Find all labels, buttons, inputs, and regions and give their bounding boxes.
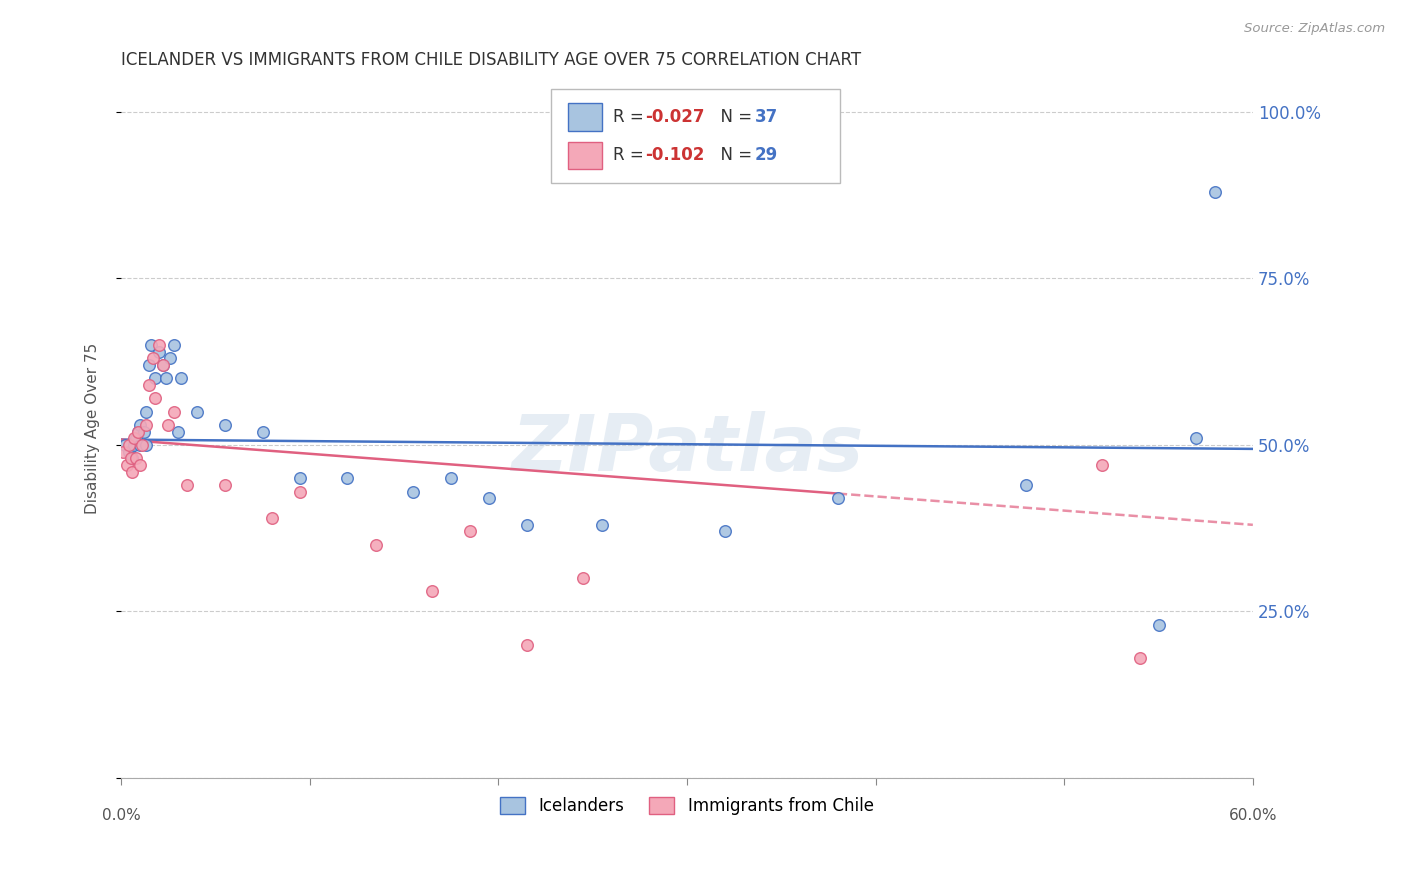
Point [458,524,481,539]
Point [111,444,134,458]
Point [364,538,387,552]
Point [124,431,146,445]
Point [1015,478,1038,492]
Point [132,425,155,439]
Point [127,425,149,439]
Text: ICELANDER VS IMMIGRANTS FROM CHILE DISABILITY AGE OVER 75 CORRELATION CHART: ICELANDER VS IMMIGRANTS FROM CHILE DISAB… [121,51,862,69]
Point [516,517,538,532]
Point [125,431,148,445]
Point [148,344,170,359]
Point [478,491,501,506]
Point [118,438,141,452]
Point [214,478,236,492]
Point [591,517,613,532]
Text: 0.0%: 0.0% [101,808,141,823]
Point [121,465,143,479]
Point [138,378,160,392]
Point [118,444,141,458]
Text: ZIPatlas: ZIPatlas [510,411,863,487]
Text: N =: N = [710,108,756,126]
Point [159,351,181,366]
Point [155,371,177,385]
Point [125,451,148,466]
Point [148,338,170,352]
Point [1091,458,1114,472]
Point [260,511,283,525]
Point [336,471,359,485]
Y-axis label: Disability Age Over 75: Disability Age Over 75 [86,343,100,514]
Point [516,638,538,652]
Point [176,478,198,492]
FancyBboxPatch shape [568,103,602,131]
Point [1185,431,1208,445]
Text: -0.102: -0.102 [645,146,704,164]
Point [1129,651,1152,665]
Point [170,371,193,385]
Point [138,358,160,372]
Point [1204,185,1226,199]
Point [214,417,236,432]
Point [142,351,165,366]
Text: -0.027: -0.027 [645,108,704,126]
Text: 37: 37 [755,108,778,126]
Point [290,484,312,499]
Point [129,458,152,472]
Point [1147,617,1170,632]
Point [166,425,188,439]
Point [163,404,186,418]
Point [440,471,463,485]
Point [186,404,208,418]
Point [131,438,153,452]
Text: N =: N = [710,146,756,164]
Point [129,417,152,432]
Point [143,391,166,405]
Point [141,338,163,352]
Point [135,404,157,418]
Point [121,451,143,466]
Point [713,524,735,539]
Point [135,438,157,452]
Text: R =: R = [613,108,650,126]
Point [157,417,180,432]
Point [152,358,174,372]
FancyBboxPatch shape [568,142,602,169]
Point [422,584,444,599]
Text: 29: 29 [755,146,778,164]
Point [127,425,149,439]
Point [114,438,136,452]
Point [402,484,425,499]
Point [163,338,186,352]
Text: Source: ZipAtlas.com: Source: ZipAtlas.com [1244,22,1385,36]
Point [152,358,174,372]
Point [135,417,157,432]
Point [120,451,142,466]
Point [115,458,138,472]
Point [827,491,849,506]
Point [143,371,166,385]
FancyBboxPatch shape [551,89,839,184]
Text: 60.0%: 60.0% [1229,808,1277,823]
Text: R =: R = [613,146,650,164]
Point [129,438,152,452]
Point [252,425,274,439]
Point [124,438,146,452]
Point [290,471,312,485]
Point [572,571,595,585]
Legend: Icelanders, Immigrants from Chile: Icelanders, Immigrants from Chile [494,790,880,822]
